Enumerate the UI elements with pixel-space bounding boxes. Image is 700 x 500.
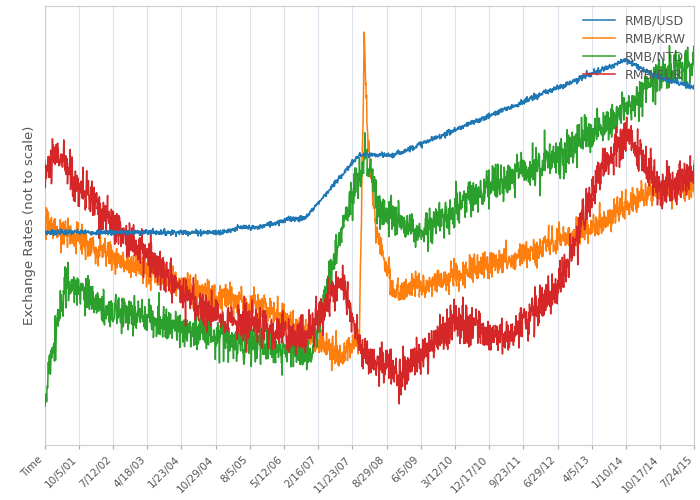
- RMB/USD: [515, 100, 524, 105]
- RMB/NTD: [298, 362, 307, 368]
- RMB/EUR: [186, 292, 195, 298]
- RMB/EUR: [515, 310, 524, 316]
- RMB/EUR: [191, 294, 200, 300]
- RMB/KRW: [133, 263, 141, 269]
- RMB/KRW: [516, 241, 524, 247]
- RMB/KRW: [298, 316, 307, 322]
- RMB/USD: [172, 234, 180, 239]
- RMB/EUR: [298, 345, 307, 351]
- RMB/NTD: [41, 397, 49, 403]
- RMB/KRW: [186, 284, 195, 290]
- Line: RMB/NTD: RMB/NTD: [45, 46, 694, 406]
- RMB/EUR: [133, 242, 141, 248]
- RMB/USD: [187, 230, 195, 236]
- RMB/NTD: [665, 42, 673, 48]
- RMB/KRW: [191, 272, 200, 278]
- RMB/EUR: [622, 114, 631, 120]
- RMB/NTD: [187, 336, 195, 342]
- RMB/USD: [41, 227, 49, 233]
- Y-axis label: Exchange Rates (not to scale): Exchange Rates (not to scale): [23, 126, 36, 325]
- RMB/KRW: [41, 220, 49, 226]
- RMB/NTD: [72, 278, 80, 284]
- Line: RMB/KRW: RMB/KRW: [45, 32, 694, 370]
- Line: RMB/USD: RMB/USD: [45, 58, 694, 236]
- RMB/KRW: [71, 244, 80, 250]
- RMB/USD: [622, 56, 630, 62]
- RMB/EUR: [395, 401, 403, 407]
- RMB/NTD: [133, 320, 141, 326]
- RMB/USD: [71, 228, 80, 234]
- RMB/KRW: [360, 29, 368, 35]
- RMB/USD: [690, 84, 699, 89]
- RMB/EUR: [71, 177, 80, 183]
- RMB/NTD: [515, 172, 524, 177]
- RMB/EUR: [41, 157, 49, 163]
- Legend: RMB/USD, RMB/KRW, RMB/NTD, RMB/EUR: RMB/USD, RMB/KRW, RMB/NTD, RMB/EUR: [578, 10, 691, 86]
- RMB/USD: [298, 217, 307, 223]
- RMB/KRW: [690, 192, 699, 198]
- Line: RMB/EUR: RMB/EUR: [45, 117, 694, 404]
- RMB/USD: [192, 226, 200, 232]
- RMB/KRW: [328, 368, 336, 374]
- RMB/EUR: [690, 158, 699, 164]
- RMB/NTD: [41, 403, 50, 409]
- RMB/NTD: [192, 331, 200, 337]
- RMB/USD: [133, 230, 141, 235]
- RMB/NTD: [690, 66, 699, 71]
